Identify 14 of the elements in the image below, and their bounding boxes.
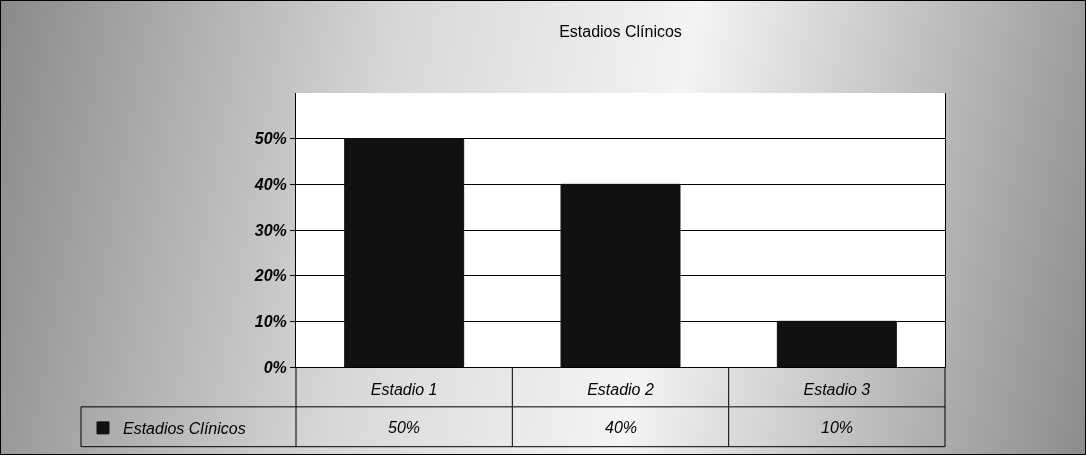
y-tick-label: 20% [253, 267, 287, 285]
legend-label: Estadios Clínicos [123, 420, 246, 438]
x-tick-label: Estadio 2 [587, 381, 654, 399]
y-tick-label: 40% [253, 175, 287, 193]
chart-title: Estadios Clínicos [559, 22, 682, 40]
y-tick-label: 50% [254, 130, 287, 148]
y-tick-label: 0% [263, 358, 287, 376]
y-tick-label: 10% [254, 312, 287, 330]
x-tick-label: Estadio 3 [803, 381, 871, 399]
x-tick-label: Estadio 1 [370, 381, 438, 399]
text: 50% [388, 419, 421, 436]
y-tick-label: 30% [254, 221, 287, 239]
text: 40% [605, 419, 638, 436]
text: 10% [821, 419, 854, 436]
